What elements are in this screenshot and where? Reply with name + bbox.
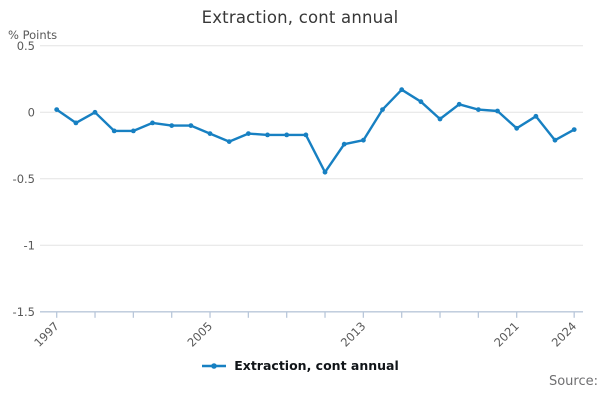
data-point [73,120,79,126]
data-point [188,123,194,128]
y-axis-tick-label: 0.5 [17,39,35,53]
data-point [456,101,462,107]
x-axis-tick-label: 2005 [185,319,216,350]
data-point [150,120,155,126]
data-point [552,137,558,143]
legend: Extraction, cont annual [0,358,600,373]
y-axis-tick-label: -1 [24,238,35,252]
data-point [341,141,347,147]
data-point [92,109,98,115]
chart-title: Extraction, cont annual [201,8,399,27]
data-point [54,107,60,112]
y-axis-tick-label: 0 [28,105,35,119]
y-axis-tick-label: -1.5 [13,305,35,319]
data-point [361,137,366,143]
data-point [207,131,213,137]
x-axis-tick-label: 2021 [491,319,522,350]
x-axis-tick-label: 2024 [549,319,580,350]
data-point [437,116,443,122]
data-line [55,88,576,174]
data-point [265,132,270,138]
data-point [284,132,290,138]
data-point [418,99,424,105]
y-axis-tick-label: -0.5 [13,172,35,186]
legend-label: Extraction, cont annual [234,358,399,373]
data-point [514,125,520,131]
x-axis-tick-label: 1997 [31,319,62,350]
x-axis-tick-label: 2013 [338,319,369,350]
data-point [495,108,500,114]
source-label: Source: [548,374,598,389]
data-point [303,132,309,138]
y-axis-unit-label: % Points [8,28,58,42]
data-point [226,139,232,145]
data-point [131,128,136,134]
data-point [571,127,577,132]
data-point [476,107,481,112]
data-point [399,87,405,93]
data-point [322,169,328,175]
data-point [169,123,175,128]
data-point [111,128,117,134]
data-point [380,107,385,112]
data-point [533,113,539,119]
legend-line-marker-icon [202,362,227,369]
data-point [246,131,251,137]
